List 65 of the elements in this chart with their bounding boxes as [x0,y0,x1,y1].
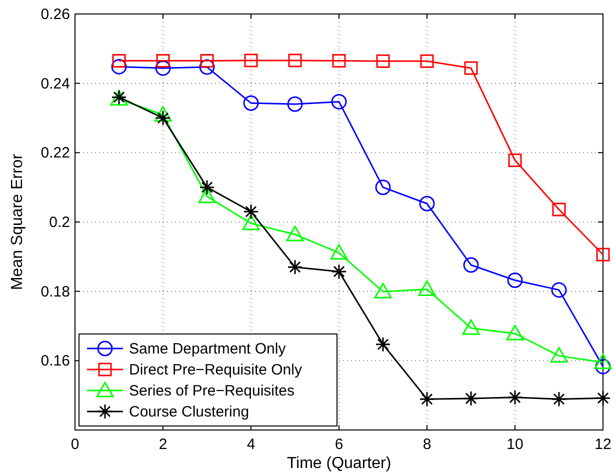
legend-label: Direct Pre−Requisite Only [129,362,302,378]
point [155,60,171,76]
x-tick-label: 8 [422,436,432,453]
point [331,94,347,110]
x-tick-label: 2 [158,436,168,453]
point [376,54,390,68]
point [507,272,523,288]
point [288,54,302,68]
point [198,188,216,204]
point [419,391,435,407]
legend-label: Series of Pre−Requisites [129,382,294,400]
point [550,347,568,363]
x-tick-label: 10 [506,436,524,453]
point [552,202,566,216]
point [156,54,170,68]
point [243,95,259,111]
legend-label: Course Clustering [129,404,250,420]
point [199,180,215,196]
point [111,58,127,74]
point [332,54,346,68]
point [155,110,171,126]
point [551,391,567,407]
point [287,96,303,112]
point [199,59,215,75]
y-tick-label: 0.24 [40,75,70,92]
point [551,282,567,298]
point [154,106,172,122]
point [420,54,434,68]
point [594,354,612,370]
y-tick-label: 0.18 [40,283,70,300]
x-tick-label: 6 [334,436,344,453]
point [595,358,611,374]
point [244,54,258,68]
point [506,324,524,340]
y-tick-label: 0.2 [49,214,70,231]
y-tick-label: 0.22 [40,144,70,162]
point [419,196,435,212]
point [595,390,611,406]
point [286,226,304,242]
point [463,257,479,273]
y-tick-label: 0.26 [40,6,70,23]
point [375,180,391,196]
point [463,390,479,406]
x-tick-label: 0 [70,436,80,453]
x-axis-title: Time (Quarter) [286,455,392,472]
point [242,214,260,230]
point [374,282,392,298]
point [464,61,478,75]
x-tick-label: 12 [594,436,612,453]
point [375,336,391,352]
point [200,54,214,68]
point [507,390,523,406]
point [418,280,436,296]
point [243,204,259,220]
point [112,54,126,68]
point [287,259,303,275]
point [596,248,610,262]
point [331,264,347,280]
point [462,319,480,335]
point [508,154,522,168]
legend-label: Same Department Only [129,340,286,358]
point [330,244,348,260]
y-tick-label: 0.16 [40,352,70,370]
x-tick-label: 4 [246,436,256,453]
y-axis-title: Mean Square Error [9,153,26,290]
